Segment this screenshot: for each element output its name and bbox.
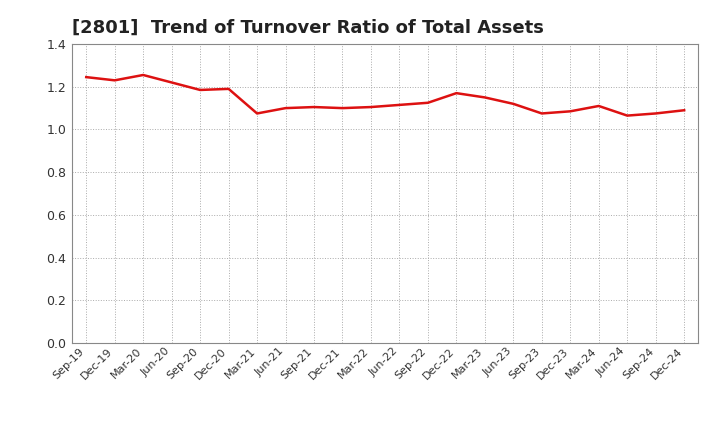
Text: [2801]  Trend of Turnover Ratio of Total Assets: [2801] Trend of Turnover Ratio of Total … [72, 19, 544, 37]
